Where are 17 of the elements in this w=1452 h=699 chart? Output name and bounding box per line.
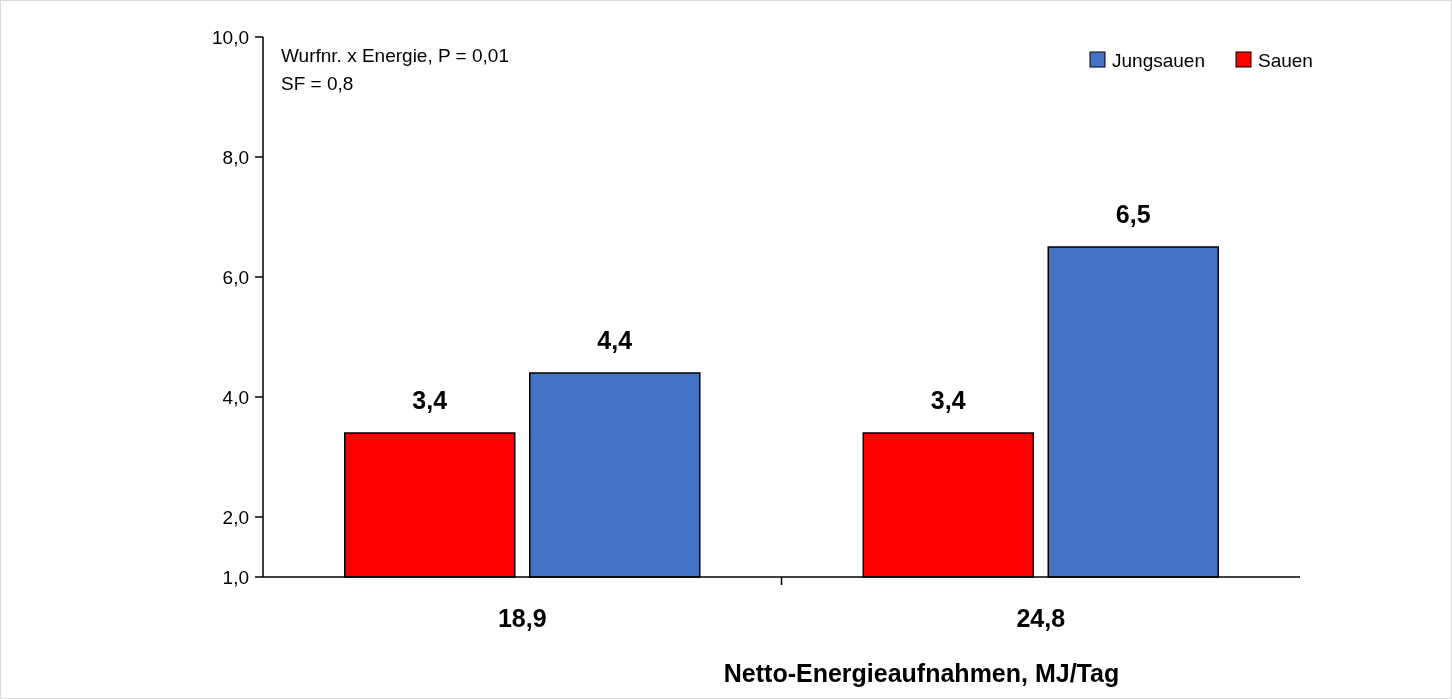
annotation: Wurfnr. x Energie, P = 0,01: [281, 45, 509, 66]
legend-label: Sauen: [1258, 49, 1313, 71]
y-tick-label: 8,0: [222, 146, 249, 168]
y-tick-label: 4,0: [222, 386, 249, 408]
y-tick-label: 6,0: [222, 266, 249, 288]
legend-label: Jungsauen: [1112, 49, 1205, 71]
y-tick-label: 10,0: [212, 26, 249, 48]
x-axis-title: Netto-Energieaufnahmen, MJ/Tag: [723, 659, 1120, 687]
annotation: SF = 0,8: [281, 73, 354, 94]
data-label: 3,4: [412, 386, 448, 414]
y-tick-label: 1,0: [222, 566, 249, 588]
data-label: 3,4: [930, 386, 966, 414]
x-tick-label: 24,8: [1016, 604, 1066, 632]
y-tick-label: 2,0: [222, 506, 249, 528]
x-tick-label: 18,9: [497, 604, 547, 632]
data-label: 6,5: [1115, 200, 1151, 228]
data-label: 4,4: [597, 326, 633, 354]
